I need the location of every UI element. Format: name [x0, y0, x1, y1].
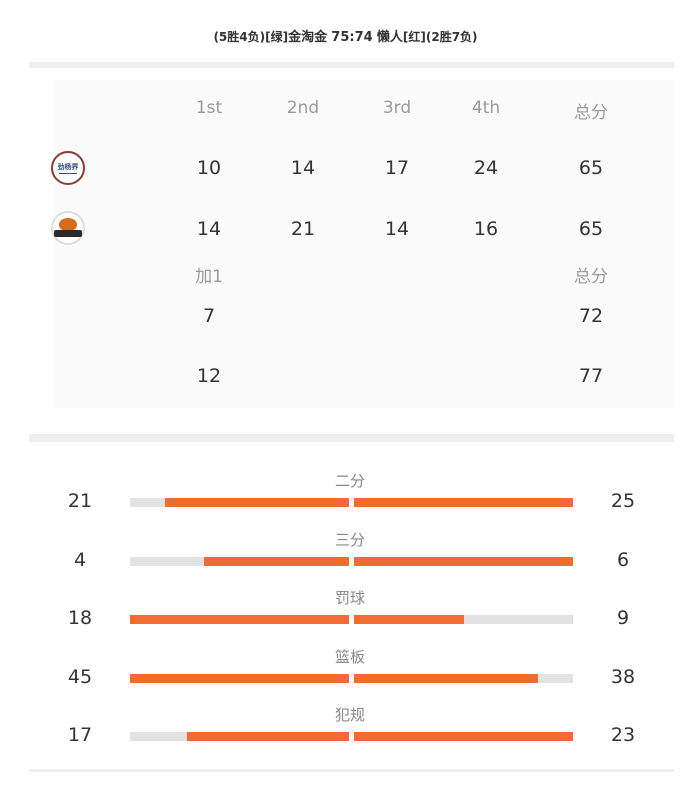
stat-right-bar-fill — [354, 732, 573, 741]
team1-ot-total: 72 — [578, 305, 604, 327]
home-record: (5胜4负) — [213, 30, 266, 44]
bottom-divider — [29, 769, 674, 772]
stat-left-bar — [130, 557, 349, 566]
stat-left-bar-fill — [204, 557, 349, 566]
stat-right-bar — [354, 732, 573, 741]
stat-right-bar — [354, 557, 573, 566]
team2-ot-total: 77 — [578, 365, 604, 387]
header-q2: 2nd — [286, 98, 320, 118]
stat-right-bar — [354, 498, 573, 507]
stat-left-value: 45 — [67, 666, 93, 688]
team1-q4: 24 — [473, 157, 499, 179]
stat-row: 二分 21 25 — [0, 470, 691, 528]
team1-ot1: 7 — [202, 305, 216, 327]
stat-right-value: 23 — [610, 724, 636, 746]
header-q3: 3rd — [382, 98, 412, 118]
stat-right-bar-fill — [354, 557, 573, 566]
stat-row: 篮板 45 38 — [0, 646, 691, 704]
stat-label: 二分 — [334, 472, 365, 490]
team1-q3: 17 — [384, 157, 410, 179]
stat-left-bar-fill — [130, 615, 349, 624]
stat-right-bar-fill — [354, 498, 573, 507]
stat-label: 三分 — [334, 531, 365, 549]
team1-q2: 14 — [290, 157, 316, 179]
scoreboard-card — [55, 80, 674, 408]
team2-ot1: 12 — [196, 365, 222, 387]
team1-logo: 劲杨界 — [51, 151, 85, 185]
match-header: (5胜4负)[绿]金淘金 75:74 懒人[红](2胜7负) — [0, 26, 691, 45]
stat-left-value: 4 — [73, 549, 87, 571]
stat-left-bar — [130, 674, 349, 683]
away-name: 懒人 — [376, 30, 403, 45]
stat-left-value: 18 — [67, 607, 93, 629]
team1-q1: 10 — [196, 157, 222, 179]
home-name: 金淘金 — [288, 30, 328, 45]
match-score: 75:74 — [331, 30, 373, 45]
team1-logo-text: 劲杨界 — [57, 162, 79, 171]
stat-right-bar-fill — [354, 674, 538, 683]
stat-left-value: 17 — [67, 724, 93, 746]
stat-right-bar-fill — [354, 615, 464, 624]
stat-right-bar — [354, 674, 573, 683]
stat-left-bar-fill — [165, 498, 349, 507]
team1-total: 65 — [578, 157, 604, 179]
header-ot-total: 总分 — [574, 267, 608, 287]
team2-q4: 16 — [473, 218, 499, 240]
stat-left-bar — [130, 615, 349, 624]
stat-label: 篮板 — [334, 648, 365, 666]
header-q1: 1st — [195, 98, 223, 118]
stat-label: 罚球 — [334, 589, 365, 607]
stat-left-bar-fill — [130, 674, 349, 683]
stat-left-bar — [130, 498, 349, 507]
team2-q1: 14 — [196, 218, 222, 240]
stat-right-value: 9 — [616, 607, 630, 629]
header-ot1: 加1 — [195, 267, 223, 287]
stat-right-value: 6 — [616, 549, 630, 571]
stat-right-value: 25 — [610, 490, 636, 512]
stat-left-bar — [130, 732, 349, 741]
stat-right-bar — [354, 615, 573, 624]
away-tag: [红] — [402, 30, 426, 44]
stat-left-bar-fill — [186, 732, 349, 741]
header-total: 总分 — [574, 103, 608, 123]
stat-right-value: 38 — [610, 666, 636, 688]
stat-row: 三分 4 6 — [0, 529, 691, 587]
team2-total: 65 — [578, 218, 604, 240]
home-tag: [绿] — [265, 30, 289, 44]
team2-q2: 21 — [290, 218, 316, 240]
header-q4: 4th — [471, 98, 501, 118]
stat-row: 犯规 17 23 — [0, 704, 691, 762]
team2-logo — [51, 211, 85, 245]
team2-q3: 14 — [384, 218, 410, 240]
stat-left-value: 21 — [67, 490, 93, 512]
middle-divider — [29, 434, 674, 442]
stat-label: 犯规 — [334, 706, 365, 724]
away-record: (2胜7负) — [425, 30, 478, 44]
stat-row: 罚球 18 9 — [0, 587, 691, 645]
top-divider — [29, 62, 674, 68]
basketball-icon — [59, 217, 77, 231]
